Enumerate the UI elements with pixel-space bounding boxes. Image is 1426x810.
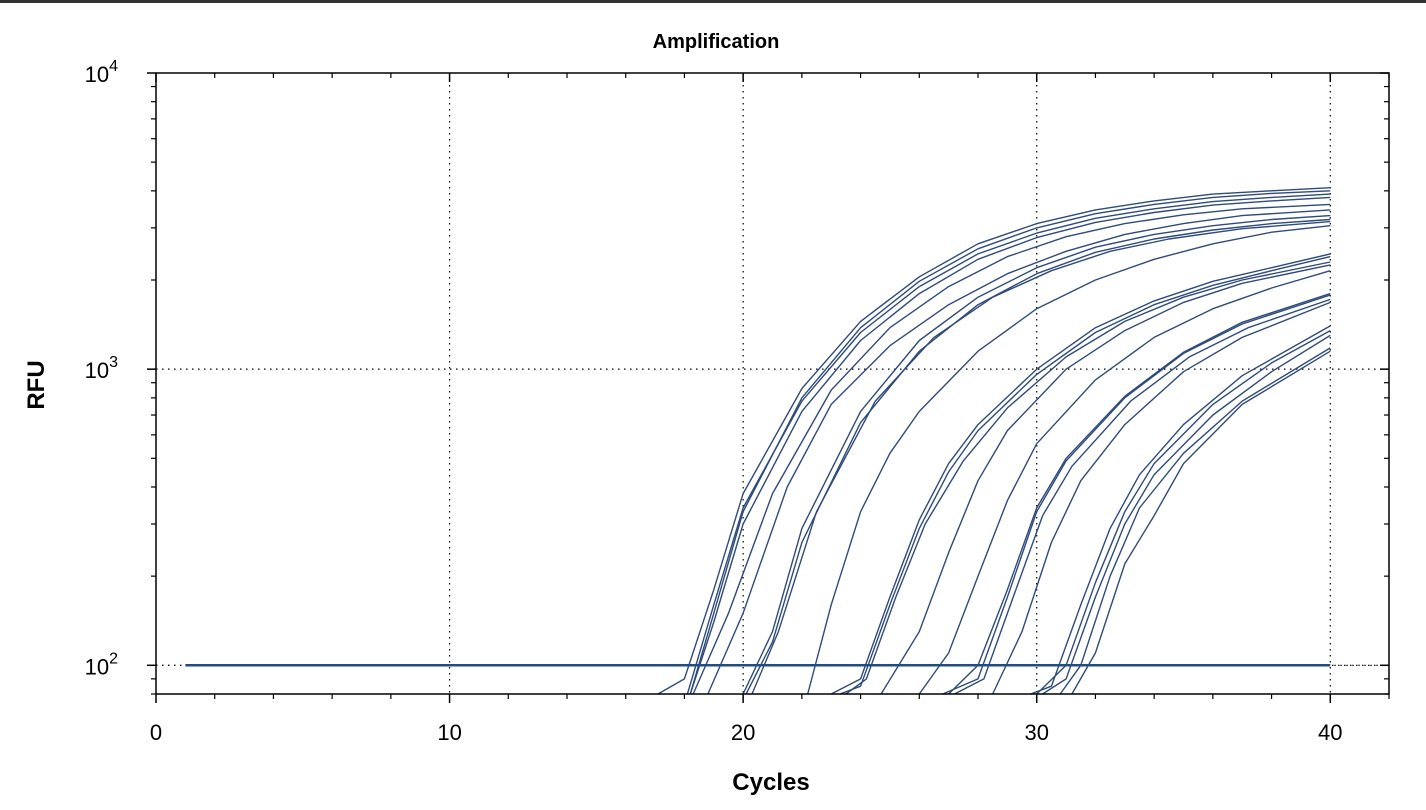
- series-lines: [657, 187, 1331, 695]
- amplification-curve: [707, 209, 1331, 695]
- amplification-curve: [692, 203, 1331, 695]
- grid-lines: [156, 73, 1389, 694]
- chart-title: Amplification: [653, 31, 780, 53]
- x-axis-label: Cycles: [732, 769, 809, 796]
- amplification-curve: [1042, 334, 1331, 695]
- plot-frame: [155, 72, 1390, 695]
- amplification-curve: [954, 298, 1331, 695]
- amplification-curve: [845, 261, 1331, 695]
- amplification-curve: [1071, 350, 1331, 695]
- amplification-curve: [807, 225, 1331, 695]
- y-tick-label: 103: [85, 354, 118, 383]
- window-top-border: [0, 0, 1426, 3]
- y-tick-label: 102: [85, 650, 118, 679]
- amplification-curve: [839, 255, 1331, 695]
- amplification-curve: [948, 292, 1331, 695]
- amplification-curve: [689, 196, 1331, 695]
- minor-ticks: [151, 73, 1390, 699]
- x-tick-label: 10: [437, 720, 461, 745]
- amplification-curve: [745, 218, 1331, 695]
- amplification-curve: [918, 270, 1331, 695]
- amplification-curve: [880, 264, 1331, 695]
- x-tick-label: 20: [731, 720, 755, 745]
- y-tick-label: 104: [85, 58, 118, 87]
- amplification-curve: [686, 193, 1331, 695]
- amplification-curve: [689, 190, 1331, 695]
- x-tick-label: 0: [150, 720, 162, 745]
- y-axis-ticks: 102 103 104: [85, 58, 1389, 679]
- amplification-curve: [1030, 325, 1331, 695]
- amplification-curve: [992, 301, 1331, 695]
- x-axis-ticks: 0 10 20 30 40: [150, 73, 1343, 745]
- y-axis-label: RFU: [23, 360, 50, 409]
- amplification-curve: [1059, 347, 1331, 695]
- amplification-curve: [742, 214, 1331, 695]
- amplification-curve: [1036, 329, 1331, 695]
- x-tick-label: 40: [1318, 720, 1342, 745]
- x-tick-label: 30: [1024, 720, 1048, 745]
- amplification-curve: [942, 294, 1331, 695]
- amplification-curve: [751, 220, 1331, 695]
- amplification-curve: [657, 187, 1331, 695]
- amplification-curve: [830, 253, 1331, 695]
